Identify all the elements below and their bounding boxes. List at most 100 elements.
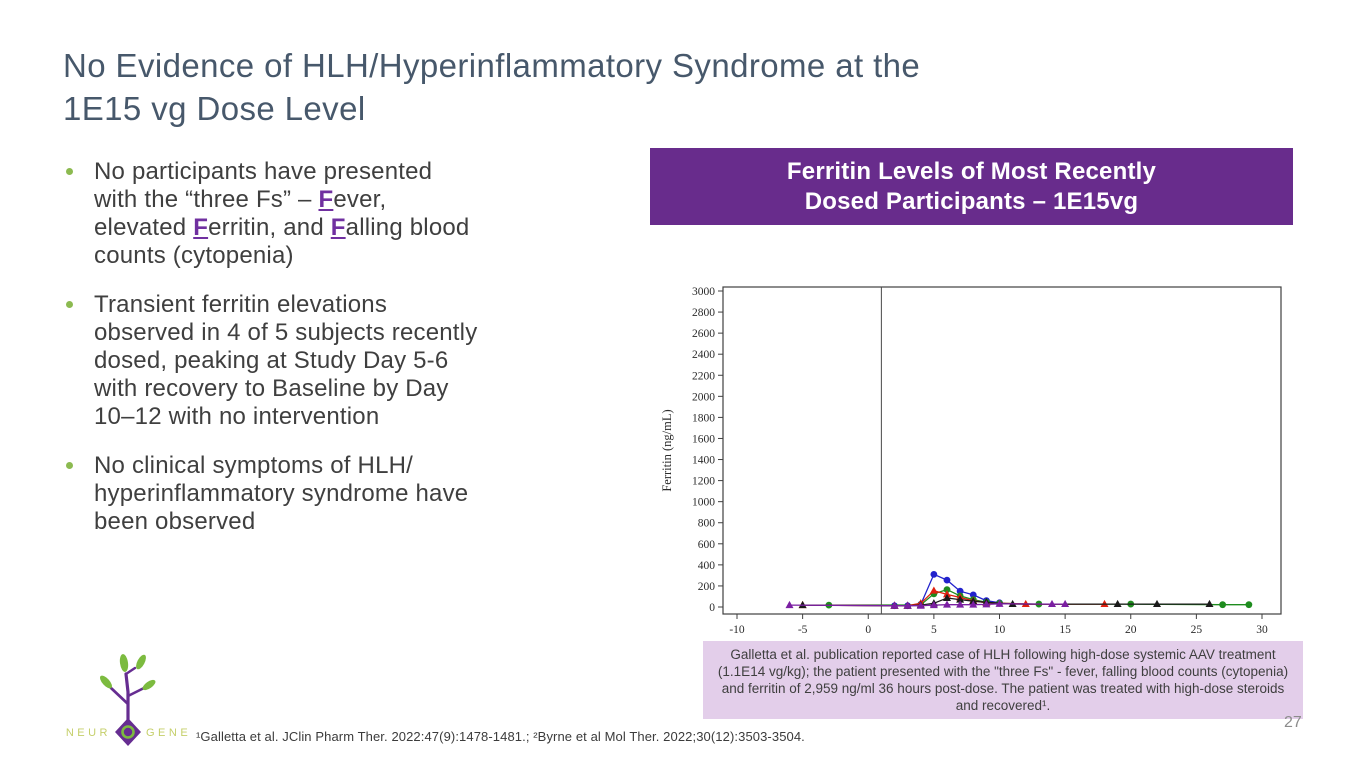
logo-word-left: NEUR — [66, 727, 111, 739]
leaf-icon — [119, 654, 129, 672]
data-point-participant-red — [943, 590, 951, 598]
bullet-text: No clinical symptoms of HLH/ — [94, 452, 414, 479]
bullet-text: with the “three Fs” – — [94, 186, 319, 213]
accent-f-text: F — [318, 186, 334, 213]
plot-frame — [722, 286, 1282, 615]
y-tick-label: 2200 — [692, 370, 715, 382]
y-tick-label: 2000 — [692, 391, 715, 403]
data-point-participant-blue — [969, 591, 977, 599]
chart-title-line2: Dosed Participants – 1E15vg — [804, 187, 1139, 215]
data-point-participant-green — [1219, 601, 1227, 609]
leaf-icon — [100, 675, 112, 689]
bullet-text: 10–12 with no intervention — [94, 403, 380, 430]
chart-title-banner: Ferritin Levels of Most Recently Dosed P… — [650, 148, 1293, 225]
y-tick-label: 1800 — [692, 412, 715, 424]
x-tick-label: -10 — [729, 624, 745, 636]
data-point-participant-blue — [943, 576, 951, 584]
y-tick-label: 0 — [709, 602, 715, 614]
ferritin-chart: 0 200 400 600 800 1000 1200 1400 1600 1800 2000 220… — [655, 270, 1320, 642]
data-point-participant-purple — [995, 599, 1004, 607]
bullet-text: with recovery to Baseline by Day — [94, 375, 449, 402]
ferritin-chart-svg: 0200400600800100012001400160018002000220… — [660, 286, 1282, 636]
data-point-participant-black — [956, 595, 965, 603]
data-point-participant-purple — [929, 600, 938, 609]
bullet-text: No participants have presented — [94, 158, 433, 185]
y-tick-label: 2600 — [692, 328, 715, 340]
data-point-participant-purple — [969, 600, 978, 608]
bullet-text: Transient ferritin elevations — [94, 291, 388, 318]
data-point-participant-blue — [930, 570, 938, 578]
y-axis-title: Ferritin (ng/mL) — [660, 409, 674, 491]
x-tick-label: 25 — [1191, 624, 1203, 636]
data-point-participant-purple — [943, 600, 951, 608]
logo-tree — [100, 654, 156, 722]
data-point-participant-purple — [903, 601, 912, 609]
bullet-item: No clinical symptoms of HLH/hyperinflamm… — [63, 452, 653, 536]
data-point-participant-green — [1245, 601, 1253, 609]
logo-branch-left — [109, 686, 130, 706]
footnote: ¹Galletta et al. JClin Pharm Ther. 2022:… — [196, 729, 805, 744]
bullet-list: No participants have presented with the “… — [63, 158, 653, 557]
y-tick-label: 1600 — [692, 433, 715, 445]
logo-o-ring-icon — [121, 725, 135, 739]
page-title-line2: 1E15 vg Dose Level — [63, 90, 366, 128]
bullet-text: alling blood — [345, 214, 470, 241]
logo-word-right: GENE — [146, 727, 191, 739]
bullet-text: been observed — [94, 508, 256, 535]
y-tick-label: 1400 — [692, 455, 715, 467]
y-tick-label: 800 — [698, 518, 716, 530]
y-tick-label: 2400 — [692, 349, 715, 361]
page-number: 27 — [1284, 714, 1302, 731]
data-point-participant-black — [798, 600, 807, 609]
bullet-text: dosed, peaking at Study Day 5-6 — [94, 347, 449, 374]
y-tick-label: 600 — [698, 539, 716, 551]
leaf-icon — [142, 679, 156, 691]
data-point-participant-purple — [1061, 599, 1070, 608]
data-point-participant-purple — [890, 601, 899, 609]
logo-branch-right — [126, 686, 146, 698]
data-point-participant-blue — [956, 587, 964, 595]
y-tick-label: 2800 — [692, 307, 715, 319]
chart-title-line1: Ferritin Levels of Most Recently — [786, 157, 1157, 185]
page-title-line1: No Evidence of HLH/Hyperinflammatory Syn… — [63, 47, 921, 85]
data-point-participant-black — [943, 593, 951, 602]
leaf-icon — [136, 654, 146, 670]
bullet-item: No participants have presented with the “… — [63, 158, 653, 270]
x-tick-label: 0 — [865, 624, 871, 636]
x-tick-label: 15 — [1059, 624, 1071, 636]
data-point-participant-purple — [982, 600, 991, 608]
y-tick-label: 3000 — [692, 286, 715, 298]
page-title: No Evidence of HLH/Hyperinflammatory Syn… — [63, 44, 1243, 130]
logo-branch-top — [124, 666, 137, 676]
data-point-participant-black — [1153, 599, 1161, 608]
bullet-text: elevated — [94, 214, 194, 241]
data-point-participant-green — [943, 586, 951, 594]
y-tick-label: 200 — [698, 581, 716, 593]
bullet-text: ever, — [333, 186, 387, 213]
y-tick-label: 400 — [698, 560, 716, 572]
bullet-item: Transient ferritin elevations observed in… — [63, 291, 653, 431]
logo-trunk — [124, 672, 130, 722]
x-tick-label: -5 — [798, 624, 808, 636]
data-point-participant-black — [1205, 599, 1214, 608]
x-tick-label: 20 — [1125, 624, 1137, 636]
x-tick-label: 30 — [1256, 624, 1268, 636]
data-point-participant-red — [929, 586, 938, 594]
y-tick-label: 1200 — [692, 476, 715, 488]
data-point-participant-purple — [956, 600, 965, 608]
bullet-text: hyperinflammatory syndrome have — [94, 480, 469, 507]
data-point-participant-purple — [785, 600, 794, 609]
bullet-text: observed in 4 of 5 subjects recently — [94, 319, 478, 346]
accent-f-text: F — [193, 214, 209, 241]
x-tick-label: 5 — [931, 624, 937, 636]
y-tick-label: 1000 — [692, 497, 715, 509]
data-point-participant-purple — [1048, 599, 1056, 608]
data-point-participant-purple — [916, 601, 925, 609]
bullet-text: erritin, and — [208, 214, 331, 241]
logo-diamond-icon — [115, 718, 141, 746]
chart-caption: Galletta et al. publication reported cas… — [703, 641, 1303, 719]
neurogene-logo: NEUR GENE — [66, 654, 191, 746]
bullet-text: counts (cytopenia) — [94, 242, 294, 269]
x-tick-label: 10 — [994, 624, 1006, 636]
